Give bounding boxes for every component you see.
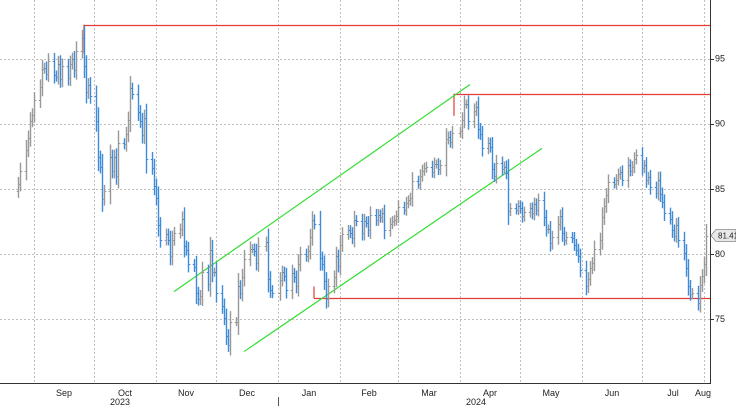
x-tick-label: Jan [302,388,317,398]
x-tick-label: Nov [178,388,195,398]
x-tick-label: May [542,388,560,398]
y-tick-label: 80 [715,249,725,259]
channel-lower-line [243,147,543,353]
price-bars [16,25,709,356]
x-tick-label: Oct [118,388,133,398]
x-tick-label: Sep [56,388,72,398]
x-tick-label: Jun [605,388,620,398]
x-tick-label: Mar [421,388,437,398]
last-price-label: 81.41 [718,232,736,241]
y-tick-label: 75 [715,314,725,324]
plot-background [0,0,710,383]
x-tick-label: Feb [361,388,377,398]
trend-lines [83,24,710,353]
x-tick-label: Apr [483,388,497,398]
x-tick-label: Aug [695,388,711,398]
year-label: 2024 [466,397,486,406]
x-tick-label: Jul [667,388,679,398]
x-tick-label: Dec [239,388,256,398]
y-tick-label: 90 [715,119,725,129]
year-label: 2023 [110,397,130,406]
channel-upper-line [173,84,471,293]
y-tick-label: 85 [715,184,725,194]
y-tick-label: 95 [715,54,725,64]
last-price-tag [710,229,736,242]
